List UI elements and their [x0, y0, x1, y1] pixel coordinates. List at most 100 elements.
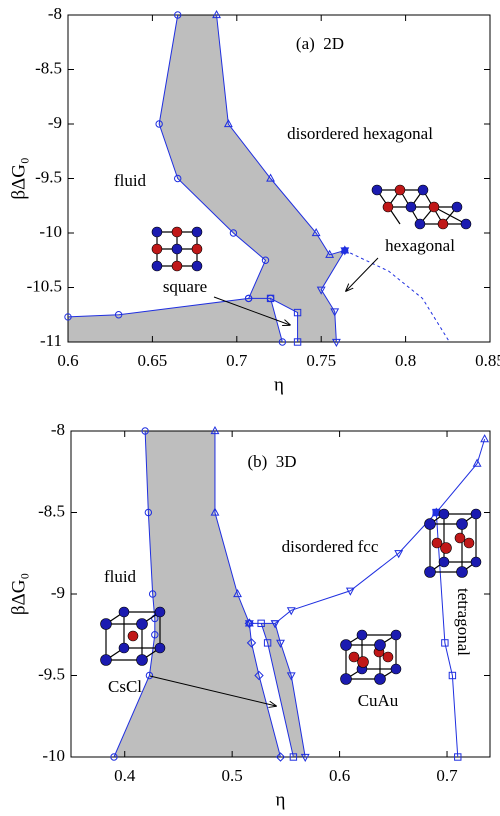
- coexistence-region: [261, 623, 306, 757]
- x-tick-label: 0.85: [475, 351, 500, 370]
- atom: [151, 226, 163, 238]
- y-tick-label: -10.5: [27, 276, 62, 295]
- y-tick-label: -8: [51, 420, 65, 439]
- point: [174, 11, 182, 19]
- x-tick-label: 0.5: [222, 766, 243, 785]
- atom: [417, 184, 429, 196]
- y-tick-label: -8.5: [38, 501, 65, 520]
- atom: [451, 201, 463, 213]
- point: [293, 338, 302, 346]
- y-tick-label: -10: [42, 746, 65, 765]
- point: [266, 294, 275, 303]
- boundary-line: [67, 14, 267, 318]
- atom: [171, 260, 183, 272]
- point: [331, 338, 341, 348]
- point: [300, 753, 310, 763]
- x-tick-label: 0.4: [114, 766, 136, 785]
- point: [286, 672, 296, 681]
- annotation: hexagonal: [385, 236, 455, 255]
- atom: [390, 629, 402, 641]
- point: [448, 671, 457, 680]
- annotation: tetragonal: [454, 588, 473, 656]
- point: [316, 286, 326, 295]
- point: [145, 671, 154, 680]
- coexistence-region: [68, 15, 345, 342]
- y-tick-label: -9.5: [35, 167, 62, 186]
- point: [270, 620, 280, 629]
- atom: [191, 260, 203, 272]
- atom: [191, 226, 203, 238]
- point: [114, 311, 123, 319]
- atom: [374, 673, 386, 685]
- arrow: [149, 675, 276, 706]
- point: [212, 9, 221, 19]
- point: [286, 607, 296, 616]
- atom: [151, 260, 163, 272]
- x-tick-label: 0.65: [138, 351, 168, 370]
- point: [148, 590, 157, 598]
- atom: [100, 618, 112, 630]
- atom: [390, 663, 402, 675]
- panel-title: (a) 2D: [296, 34, 344, 53]
- y-tick-label: -9: [48, 113, 62, 132]
- atom: [171, 243, 183, 255]
- x-tick-label: 0.8: [395, 351, 416, 370]
- point: [246, 638, 257, 648]
- atom: [136, 654, 148, 666]
- point: [254, 670, 264, 681]
- atom: [191, 243, 203, 255]
- annotation: fluid: [104, 567, 137, 586]
- x-tick-label: 0.7: [226, 351, 248, 370]
- atom: [118, 642, 130, 654]
- pocket-region: [248, 298, 298, 342]
- boundary-line: [260, 623, 294, 758]
- atom: [428, 201, 440, 213]
- annotation: square: [163, 277, 207, 296]
- point: [210, 425, 220, 435]
- point: [155, 120, 163, 128]
- point: [278, 338, 287, 346]
- atom: [340, 639, 352, 651]
- y-axis-label: βΔG₀: [8, 573, 29, 615]
- atom: [382, 651, 394, 663]
- atom: [438, 556, 450, 568]
- atom: [154, 642, 166, 654]
- point: [480, 434, 490, 443]
- point: [233, 588, 242, 598]
- y-tick-label: -10: [39, 222, 62, 241]
- boundary-line: [435, 512, 459, 758]
- atom: [154, 606, 166, 618]
- main-layer: 0.6 0.65 0.7 0.75 0.8 0.85 -8 -8.5 -9 -9.5 -10 -10.…: [8, 4, 500, 810]
- y-tick-label: -9.5: [38, 664, 65, 683]
- atom: [348, 651, 360, 663]
- point: [244, 294, 253, 303]
- atom: [394, 184, 406, 196]
- atom: [456, 518, 468, 530]
- y-tick-label: -11: [40, 331, 62, 350]
- atom: [424, 518, 436, 530]
- boundary-line: [270, 297, 299, 342]
- point: [276, 639, 285, 648]
- point: [64, 313, 72, 321]
- boundary-line: [216, 14, 345, 256]
- boundary-line: [249, 512, 437, 624]
- atom: [460, 218, 472, 230]
- annotation: CuAu: [358, 691, 399, 710]
- point: [210, 507, 220, 516]
- atom: [374, 639, 386, 651]
- annotation: CsCl: [108, 677, 142, 696]
- point: [432, 509, 440, 516]
- annotation: disordered hexagonal: [287, 124, 433, 143]
- boundary-line: [113, 430, 156, 758]
- point: [141, 427, 149, 435]
- atom: [136, 618, 148, 630]
- atom: [454, 532, 466, 544]
- x-tick-label: 0.75: [306, 351, 336, 370]
- boundary-line: [344, 249, 450, 343]
- x-tick-label: 0.6: [57, 351, 78, 370]
- y-tick-label: -8.5: [35, 58, 62, 77]
- atom: [127, 630, 139, 642]
- x-axis-label: η: [276, 789, 286, 810]
- x-tick-label: 0.7: [436, 766, 458, 785]
